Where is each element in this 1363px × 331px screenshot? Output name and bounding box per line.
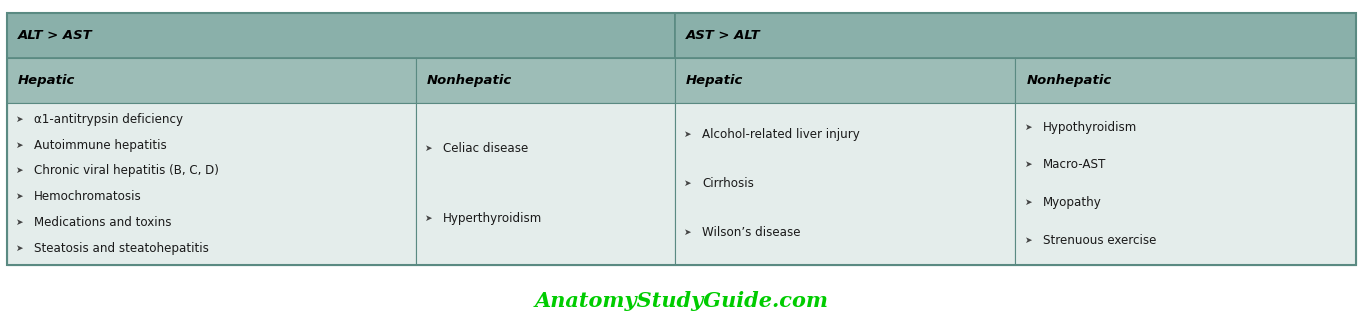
Text: ➤: ➤	[684, 228, 692, 237]
Text: ➤: ➤	[16, 244, 25, 253]
Text: ➤: ➤	[425, 144, 433, 153]
Bar	[416, 58, 675, 103]
Text: Steatosis and steatohepatitis: Steatosis and steatohepatitis	[34, 242, 209, 255]
Bar	[7, 13, 1356, 265]
Text: Hepatic: Hepatic	[18, 74, 75, 87]
Text: ALT > AST: ALT > AST	[18, 29, 93, 42]
Text: ➤: ➤	[16, 218, 25, 227]
Bar	[1015, 103, 1356, 265]
Text: Myopathy: Myopathy	[1043, 196, 1101, 209]
Text: ➤: ➤	[16, 115, 25, 124]
Text: Nonhepatic: Nonhepatic	[427, 74, 512, 87]
Text: Celiac disease: Celiac disease	[443, 142, 529, 155]
Text: Strenuous exercise: Strenuous exercise	[1043, 234, 1156, 247]
Text: ➤: ➤	[684, 130, 692, 139]
Text: ➤: ➤	[1025, 122, 1033, 132]
Bar	[7, 58, 416, 103]
Bar	[7, 103, 416, 265]
Text: Chronic viral hepatitis (B, C, D): Chronic viral hepatitis (B, C, D)	[34, 164, 219, 177]
Text: ➤: ➤	[425, 214, 433, 223]
Text: Cirrhosis: Cirrhosis	[702, 177, 754, 190]
Text: Autoimmune hepatitis: Autoimmune hepatitis	[34, 139, 166, 152]
Text: Nonhepatic: Nonhepatic	[1026, 74, 1112, 87]
Text: Hyperthyroidism: Hyperthyroidism	[443, 213, 542, 225]
Text: Hemochromatosis: Hemochromatosis	[34, 190, 142, 203]
Text: Hepatic: Hepatic	[686, 74, 743, 87]
Text: AnatomyStudyGuide.com: AnatomyStudyGuide.com	[534, 291, 829, 311]
Text: ➤: ➤	[16, 141, 25, 150]
Text: ➤: ➤	[16, 166, 25, 175]
Text: ➤: ➤	[1025, 198, 1033, 207]
Bar	[7, 13, 675, 58]
Text: Wilson’s disease: Wilson’s disease	[702, 226, 800, 239]
Text: ➤: ➤	[16, 192, 25, 201]
Text: ➤: ➤	[684, 179, 692, 188]
Text: Alcohol-related liver injury: Alcohol-related liver injury	[702, 128, 860, 141]
Text: α1-antitrypsin deficiency: α1-antitrypsin deficiency	[34, 113, 183, 126]
Text: AST > ALT: AST > ALT	[686, 29, 761, 42]
Text: ➤: ➤	[1025, 160, 1033, 169]
Bar	[675, 13, 1356, 58]
Bar	[1015, 58, 1356, 103]
Bar	[416, 103, 675, 265]
Text: ➤: ➤	[1025, 236, 1033, 245]
Bar	[675, 58, 1015, 103]
Bar	[675, 103, 1015, 265]
Text: Hypothyroidism: Hypothyroidism	[1043, 120, 1137, 134]
Text: Medications and toxins: Medications and toxins	[34, 216, 172, 229]
Text: Macro-AST: Macro-AST	[1043, 158, 1105, 171]
